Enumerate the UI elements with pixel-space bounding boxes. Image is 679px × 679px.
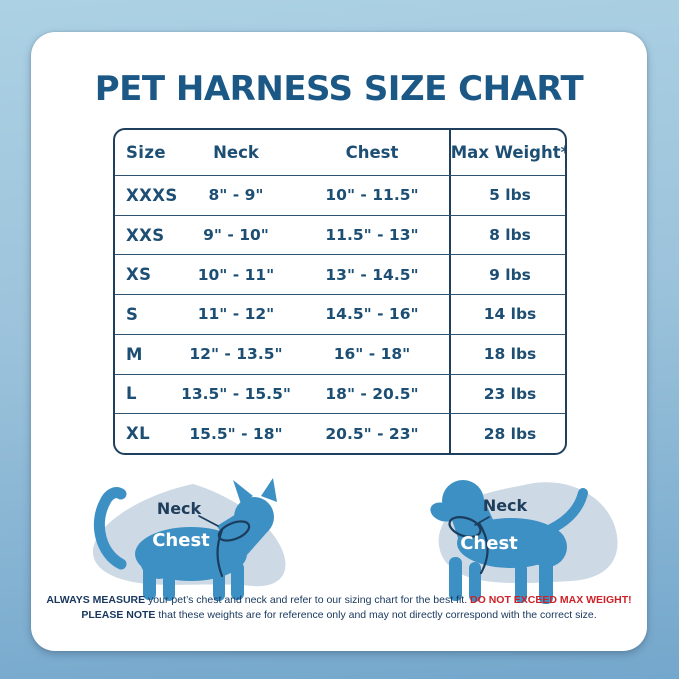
measure-text: your pet’s chest and neck and refer to o… [145, 594, 471, 606]
weight-cell: 8 lbs [449, 215, 565, 255]
chest-cell: 18" - 20.5" [325, 384, 419, 403]
size-cell: XS [126, 265, 152, 285]
table-row: S 11" - 12" 14.5" - 16" 14 lbs [115, 294, 565, 334]
neck-cell: 13.5" - 15.5" [181, 384, 291, 403]
neck-cell: 15.5" - 18" [189, 424, 283, 443]
size-cell: S [126, 304, 139, 324]
chest-cell: 13" - 14.5" [325, 265, 419, 284]
cat-measurement-diagram: Neck Chest [92, 478, 286, 601]
table-header-row: Size Neck Chest Max Weight* [115, 130, 565, 175]
weight-cell: 9 lbs [449, 255, 565, 295]
page-title: PET HARNESS SIZE CHART [94, 69, 584, 109]
chest-cell: 10" - 11.5" [325, 186, 419, 205]
weight-cell: 23 lbs [449, 374, 565, 414]
table-row: XXS 9" - 10" 11.5" - 13" 8 lbs [115, 214, 565, 255]
table-row: L 13.5" - 15.5" 18" - 20.5" 23 lbs [115, 373, 565, 414]
cat-neck-label: Neck [157, 499, 202, 518]
size-cell: L [126, 384, 137, 404]
neck-cell: 10" - 11" [197, 265, 275, 284]
neck-cell: 9" - 10" [203, 226, 269, 244]
dog-chest-label: Chest [460, 533, 518, 554]
header-chest: Chest [345, 142, 399, 162]
table-row: XS 10" - 11" 13" - 14.5" 9 lbs [115, 254, 565, 295]
chest-cell: 11.5" - 13" [325, 226, 419, 244]
size-cell: XL [126, 424, 151, 444]
please-note-label: PLEASE NOTE [81, 609, 156, 621]
weight-cell: 18 lbs [449, 334, 565, 374]
dog-neck-label: Neck [483, 496, 528, 515]
dog-harness-lines [448, 516, 490, 575]
weight-cell: 28 lbs [449, 414, 565, 453]
footer-line-1: ALWAYS MEASURE your pet’s chest and neck… [31, 593, 647, 608]
table-row: XL 15.5" - 18" 20.5" - 23" 28 lbs [115, 413, 565, 453]
chest-cell: 20.5" - 23" [325, 424, 419, 443]
header-size: Size [126, 142, 166, 162]
always-measure-label: ALWAYS MEASURE [46, 594, 146, 606]
size-cell: XXXS [126, 185, 178, 205]
neck-cell: 12" - 13.5" [189, 345, 283, 364]
neck-cell: 11" - 12" [197, 305, 275, 324]
max-weight-warning: DO NOT EXCEED MAX WEIGHT! [470, 594, 632, 606]
size-cell: XXS [126, 225, 165, 245]
size-cell: M [126, 344, 143, 364]
footer-note: ALWAYS MEASURE your pet’s chest and neck… [31, 593, 647, 623]
neck-cell: 8" - 9" [208, 186, 264, 205]
dog-measurement-diagram: Neck Chest [430, 480, 618, 604]
size-table: Size Neck Chest Max Weight* XXXS 8" - 9"… [113, 128, 567, 455]
table-row: M 12" - 13.5" 16" - 18" 18 lbs [115, 333, 565, 374]
table-row: XXXS 8" - 9" 10" - 11.5" 5 lbs [115, 174, 565, 215]
header-max-weight: Max Weight* [449, 130, 565, 175]
weight-cell: 5 lbs [449, 175, 565, 215]
header-neck: Neck [213, 142, 259, 162]
footer-line-2: PLEASE NOTE that these weights are for r… [31, 608, 647, 623]
weight-cell: 14 lbs [449, 295, 565, 334]
chest-cell: 14.5" - 16" [325, 305, 419, 324]
cat-chest-label: Chest [152, 530, 210, 551]
cat-harness-lines [198, 515, 251, 578]
note-text: that these weights are for reference onl… [155, 609, 597, 621]
size-chart-card: PET HARNESS SIZE CHART Size Neck Chest M… [31, 32, 647, 651]
chest-cell: 16" - 18" [333, 345, 411, 364]
